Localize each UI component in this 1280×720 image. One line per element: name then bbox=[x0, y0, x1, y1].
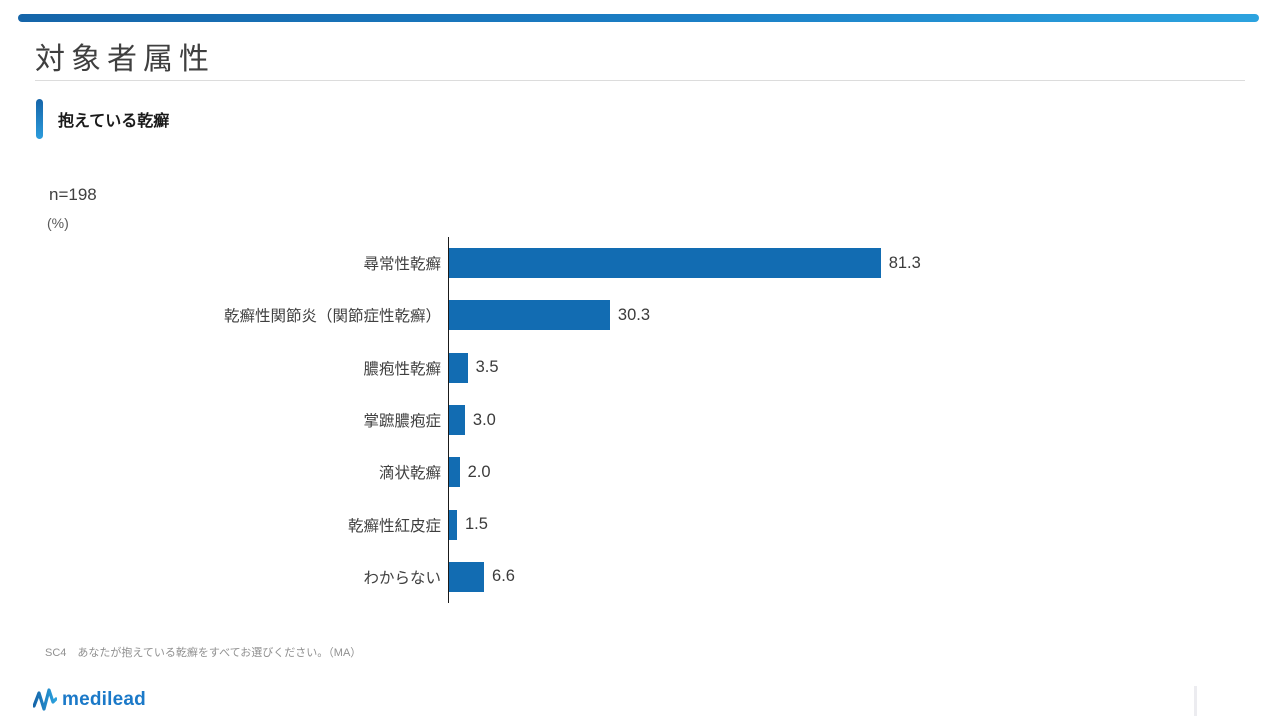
medilead-logo: medilead bbox=[33, 687, 146, 713]
value-label: 30.3 bbox=[617, 305, 651, 324]
value-label: 3.5 bbox=[475, 358, 499, 377]
value-label: 2.0 bbox=[467, 462, 491, 481]
value-label: 1.5 bbox=[464, 515, 488, 534]
chart-row: 尋常性乾癬 81.3 bbox=[0, 237, 1280, 289]
chart-row: 滴状乾癬 2.0 bbox=[0, 446, 1280, 498]
question-footnote: SC4 あなたが抱えている乾癬をすべてお選びください。（MA） bbox=[45, 647, 362, 659]
category-label: 乾癬性紅皮症 bbox=[347, 517, 441, 535]
category-label: 尋常性乾癬 bbox=[363, 256, 441, 274]
sample-size-label: n=198 bbox=[49, 185, 97, 204]
bar bbox=[449, 300, 610, 331]
footer-divider-tick bbox=[1194, 686, 1197, 716]
page-title: 対象者属性 bbox=[35, 43, 215, 76]
bar-chart-rows: 尋常性乾癬 81.3 乾癬性関節炎（関節症性乾癬） 30.3 膿疱性乾癬 3.5 掌蹠膿疱症… bbox=[0, 237, 1280, 603]
chart-row: 膿疱性乾癬 3.5 bbox=[0, 342, 1280, 394]
bar bbox=[449, 457, 460, 488]
top-accent-bar bbox=[18, 14, 1259, 22]
pulse-icon bbox=[33, 688, 57, 711]
unit-label: (%) bbox=[47, 215, 69, 231]
chart-row: 乾癬性関節炎（関節症性乾癬） 30.3 bbox=[0, 289, 1280, 341]
chart-axis-line bbox=[448, 237, 449, 603]
chart-row: 乾癬性紅皮症 1.5 bbox=[0, 498, 1280, 550]
category-label: 乾癬性関節炎（関節症性乾癬） bbox=[223, 308, 441, 326]
logo-text: medilead bbox=[62, 689, 146, 710]
bar bbox=[449, 405, 465, 436]
chart-row: 掌蹠膿疱症 3.0 bbox=[0, 394, 1280, 446]
bar bbox=[449, 561, 485, 592]
category-label: 掌蹠膿疱症 bbox=[363, 413, 441, 431]
value-label: 3.0 bbox=[472, 410, 496, 429]
bar bbox=[449, 248, 881, 279]
category-label: 膿疱性乾癬 bbox=[363, 360, 441, 378]
section-title: 抱えている乾癬 bbox=[58, 113, 170, 130]
chart-row: わからない 6.6 bbox=[0, 551, 1280, 603]
bar bbox=[449, 352, 468, 383]
value-label: 6.6 bbox=[492, 567, 515, 586]
bar bbox=[449, 509, 457, 540]
category-label: 滴状乾癬 bbox=[378, 465, 441, 483]
category-label: わからない bbox=[363, 569, 441, 587]
value-label: 81.3 bbox=[888, 253, 921, 272]
title-divider bbox=[35, 80, 1245, 81]
section-header: 抱えている乾癬 bbox=[36, 99, 169, 139]
section-accent-bar bbox=[36, 99, 43, 139]
